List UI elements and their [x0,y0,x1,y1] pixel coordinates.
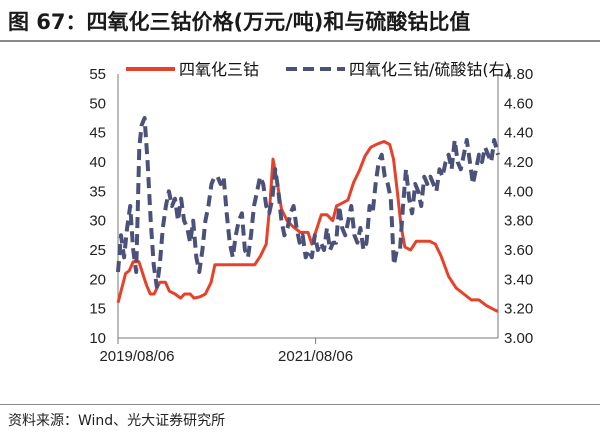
series-line-ratio [116,116,500,289]
title-bar: 图 67：四氧化三钴价格(万元/吨)和与硫酸钴比值 [0,0,600,40]
x-tick-label: 2021/08/06 [278,348,353,365]
y-right-tick-label: 4.60 [504,95,533,112]
y-left-tick-label: 55 [89,66,106,83]
y-left-tick-label: 30 [89,213,106,230]
y-right-tick-label: 3.00 [504,330,533,347]
y-left-tick-label: 40 [89,154,106,171]
y-left-tick-label: 35 [89,183,106,200]
y-right-tick-label: 4.40 [504,125,533,142]
y-left-tick-label: 20 [89,271,106,288]
source-divider [0,404,600,405]
y-right-tick-label: 4.80 [504,66,533,83]
y-right-tick-label: 3.40 [504,271,533,288]
y-left-tick-label: 25 [89,242,106,259]
y-right-tick-label: 4.00 [504,183,533,200]
legend-label-ratio: 四氧化三钴/硫酸钴(右) [349,60,511,79]
y-left-tick-label: 15 [89,301,106,318]
series-line-tricobalt-tetroxide [116,140,499,313]
y-right-tick-label: 4.20 [504,154,533,171]
page-title: 图 67：四氧化三钴价格(万元/吨)和与硫酸钴比值 [8,10,471,34]
y-left-tick-label: 10 [89,330,106,347]
source-note: 资料来源：Wind、光大证券研究所 [8,413,226,429]
x-tick-label: 2019/08/06 [99,348,174,365]
y-right-tick-label: 3.60 [504,242,533,259]
chart-axes: 55 50 45 40 35 30 25 20 15 10 4.80 4.60 4.40 4.20 4.00… [89,66,533,365]
chart-legend: 四氧化三钴 四氧化三钴/硫酸钴(右) [126,60,511,79]
y-right-tick-label: 3.20 [504,301,533,318]
y-right-tick-label: 3.80 [504,213,533,230]
y-left-tick-label: 45 [89,125,106,142]
chart-series [116,116,500,313]
title-divider [0,40,600,42]
y-left-tick-label: 50 [89,95,106,112]
legend-label-tricobalt-tetroxide: 四氧化三钴 [179,60,259,79]
line-chart: 55 50 45 40 35 30 25 20 15 10 4.80 4.60 4.40 4.20 4.00… [89,60,533,365]
